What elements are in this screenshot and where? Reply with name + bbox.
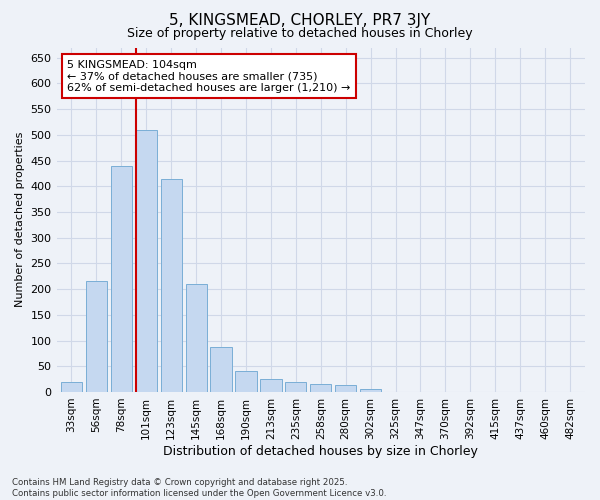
Bar	[335, 386, 356, 392]
Bar	[235, 372, 257, 392]
Bar	[61, 382, 82, 392]
Text: 5, KINGSMEAD, CHORLEY, PR7 3JY: 5, KINGSMEAD, CHORLEY, PR7 3JY	[169, 12, 431, 28]
X-axis label: Distribution of detached houses by size in Chorley: Distribution of detached houses by size …	[163, 444, 478, 458]
Bar	[211, 346, 232, 392]
Bar	[185, 284, 207, 392]
Bar	[86, 282, 107, 392]
Text: 5 KINGSMEAD: 104sqm
← 37% of detached houses are smaller (735)
62% of semi-detac: 5 KINGSMEAD: 104sqm ← 37% of detached ho…	[67, 60, 350, 93]
Text: Contains HM Land Registry data © Crown copyright and database right 2025.
Contai: Contains HM Land Registry data © Crown c…	[12, 478, 386, 498]
Bar	[360, 390, 381, 392]
Bar	[136, 130, 157, 392]
Bar	[285, 382, 307, 392]
Bar	[310, 384, 331, 392]
Text: Size of property relative to detached houses in Chorley: Size of property relative to detached ho…	[127, 28, 473, 40]
Bar	[260, 379, 281, 392]
Bar	[111, 166, 132, 392]
Bar	[161, 178, 182, 392]
Y-axis label: Number of detached properties: Number of detached properties	[15, 132, 25, 308]
